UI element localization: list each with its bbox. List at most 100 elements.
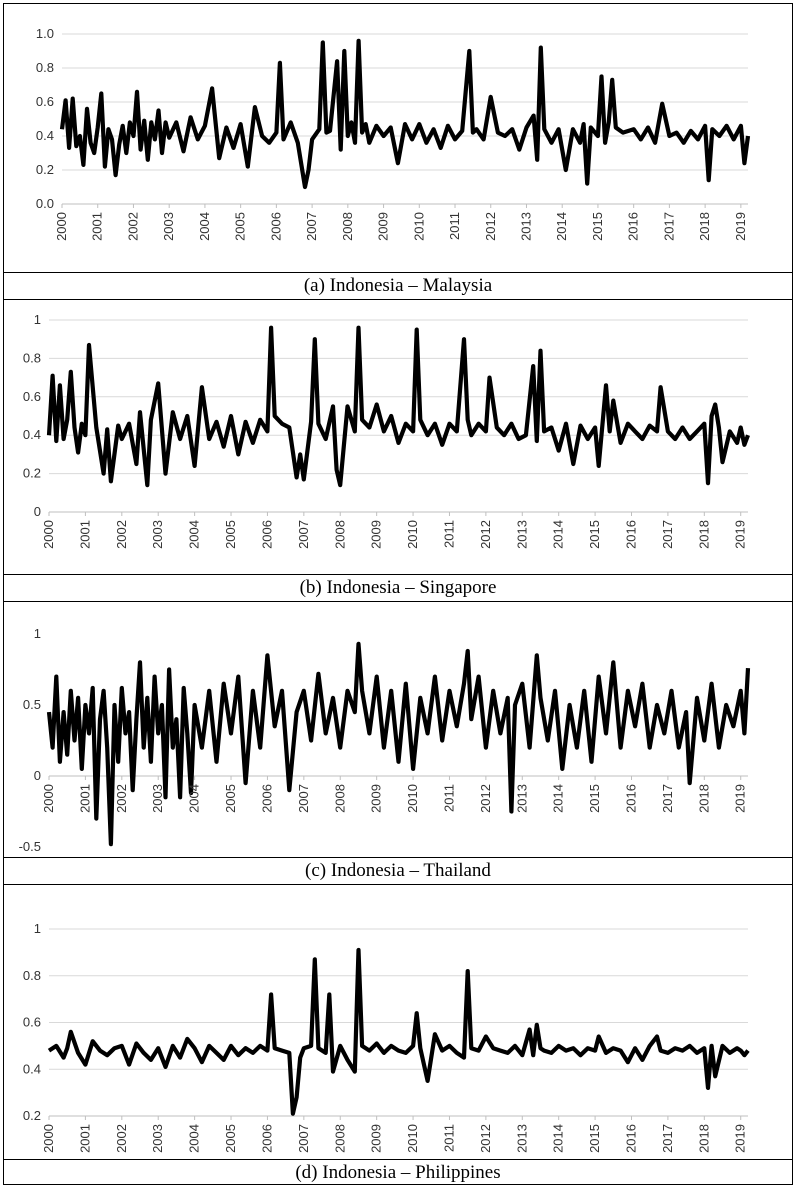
x-tick-label: 2019 bbox=[733, 212, 748, 241]
y-tick-label: 0.8 bbox=[23, 968, 41, 983]
x-tick-label: 2009 bbox=[369, 520, 384, 549]
x-tick-label: 2012 bbox=[478, 520, 493, 549]
y-tick-label: 0.6 bbox=[23, 1015, 41, 1030]
x-tick-label: 2019 bbox=[733, 784, 748, 813]
x-tick-label: 2006 bbox=[268, 212, 283, 241]
x-tick-label: 2012 bbox=[478, 784, 493, 813]
y-tick-label: 0.6 bbox=[23, 389, 41, 404]
x-tick-label: 2016 bbox=[624, 784, 639, 813]
panel-c: -0.5 0 0.5 1 2000 2001 2002 2003 2004 2005 2006 200… bbox=[4, 600, 792, 885]
chart-b: 0 0.2 0.4 0.6 0.8 1 2000 2001 2002 2003 2004 2005 20… bbox=[23, 312, 750, 549]
panel-b: 0 0.2 0.4 0.6 0.8 1 2000 2001 2002 2003 2004 2005 20… bbox=[4, 298, 792, 602]
x-tick-label: 2008 bbox=[332, 1124, 347, 1153]
x-tick-label: 2006 bbox=[259, 520, 274, 549]
x-tick-label: 2003 bbox=[150, 1124, 165, 1153]
x-tick-label: 2017 bbox=[660, 520, 675, 549]
y-tick-label: 0.2 bbox=[36, 162, 54, 177]
x-tick-label: 2014 bbox=[554, 212, 569, 241]
x-tick-label: 2016 bbox=[626, 212, 641, 241]
y-tick-label: 1 bbox=[34, 921, 41, 936]
x-tick-label: 2015 bbox=[587, 784, 602, 813]
x-tick-label: 2012 bbox=[478, 1124, 493, 1153]
x-tick-label: 2004 bbox=[187, 520, 202, 549]
x-tick-label: 2001 bbox=[77, 784, 92, 813]
figure: 0.0 0.2 0.4 0.6 0.8 1.0 2000 2001 2002 2003 2004 20… bbox=[3, 3, 793, 1185]
x-tick-label: 2014 bbox=[551, 520, 566, 549]
y-tick-label: 1.0 bbox=[36, 26, 54, 41]
x-tick-label: 2005 bbox=[223, 784, 238, 813]
x-tick-label: 2004 bbox=[197, 212, 212, 241]
x-tick-label: 2000 bbox=[41, 1124, 56, 1153]
x-tick-label: 2016 bbox=[624, 1124, 639, 1153]
series-line bbox=[46, 325, 750, 488]
x-tick-label: 2001 bbox=[77, 520, 92, 549]
x-tick-label: 2008 bbox=[332, 784, 347, 813]
x-tick-label: 2015 bbox=[587, 1124, 602, 1153]
x-tick-label: 2016 bbox=[624, 520, 639, 549]
x-tick-label: 2017 bbox=[661, 212, 676, 241]
y-tick-label: 0.4 bbox=[23, 427, 41, 442]
x-tick-label: 2010 bbox=[405, 520, 420, 549]
x-tick-label: 2018 bbox=[697, 212, 712, 241]
x-tick-label: 2018 bbox=[696, 784, 711, 813]
y-tick-label: 0.2 bbox=[23, 466, 41, 481]
y-tick-label: 0 bbox=[34, 768, 41, 783]
x-tick-label: 2010 bbox=[405, 1124, 420, 1153]
x-tick-label: 2001 bbox=[77, 1124, 92, 1153]
x-tick-label: 2002 bbox=[114, 520, 129, 549]
series-line bbox=[47, 947, 750, 1116]
x-tick-label: 2009 bbox=[369, 1124, 384, 1153]
x-tick-label: 2008 bbox=[340, 212, 355, 241]
y-tick-label: 0.4 bbox=[36, 128, 54, 143]
x-tick-label: 2006 bbox=[259, 784, 274, 813]
x-tick-label: 2002 bbox=[114, 784, 129, 813]
y-tick-label: 0.8 bbox=[23, 350, 41, 365]
chart-a: 0.0 0.2 0.4 0.6 0.8 1.0 2000 2001 2002 2003 2004 20… bbox=[36, 26, 751, 241]
series-line bbox=[59, 38, 751, 190]
x-tick-label: 2000 bbox=[41, 784, 56, 813]
x-tick-label: 2011 bbox=[441, 1124, 456, 1152]
x-tick-label: 2006 bbox=[259, 1124, 274, 1153]
y-tick-label: 1 bbox=[34, 626, 41, 641]
series-line bbox=[46, 641, 751, 847]
caption-d: (d) Indonesia – Philippines bbox=[4, 1159, 792, 1186]
x-tick-label: 2011 bbox=[447, 212, 462, 240]
x-tick-label: 2009 bbox=[369, 784, 384, 813]
x-tick-label: 2010 bbox=[405, 784, 420, 813]
x-tick-label: 2015 bbox=[587, 520, 602, 549]
x-tick-label: 2005 bbox=[223, 1124, 238, 1153]
x-tick-label: 2007 bbox=[296, 1124, 311, 1153]
caption-b: (b) Indonesia – Singapore bbox=[4, 574, 792, 602]
x-tick-label: 2012 bbox=[483, 212, 498, 241]
x-tick-label: 2004 bbox=[187, 1124, 202, 1153]
x-tick-label: 2003 bbox=[161, 212, 176, 241]
x-tick-label: 2019 bbox=[733, 1124, 748, 1153]
x-tick-label: 2002 bbox=[125, 212, 140, 241]
x-tick-label: 2011 bbox=[441, 520, 456, 548]
x-tick-label: 2013 bbox=[514, 520, 529, 549]
y-tick-label: 0.8 bbox=[36, 60, 54, 75]
x-tick-label: 2004 bbox=[187, 784, 202, 813]
y-tick-label: 0.6 bbox=[36, 94, 54, 109]
panel-d: 0.2 0.4 0.6 0.8 1 2000 2001 2002 2003 2004 2005 200… bbox=[4, 881, 792, 1186]
chart-d: 0.2 0.4 0.6 0.8 1 2000 2001 2002 2003 2004 2005 200… bbox=[23, 921, 750, 1153]
x-tick-label: 2013 bbox=[518, 212, 533, 241]
x-tick-label: 2010 bbox=[411, 212, 426, 241]
x-tick-label: 2011 bbox=[441, 784, 456, 812]
chart-c: -0.5 0 0.5 1 2000 2001 2002 2003 2004 2005 2006 200… bbox=[19, 626, 751, 854]
x-tick-label: 2007 bbox=[296, 520, 311, 549]
y-tick-label: 0.5 bbox=[23, 697, 41, 712]
x-tick-label: 2015 bbox=[590, 212, 605, 241]
caption-a: (a) Indonesia – Malaysia bbox=[4, 272, 792, 300]
y-tick-label: -0.5 bbox=[19, 839, 41, 854]
y-tick-label: 0.2 bbox=[23, 1108, 41, 1123]
x-tick-label: 2000 bbox=[54, 212, 69, 241]
x-tick-label: 2013 bbox=[514, 1124, 529, 1153]
x-tick-label: 2007 bbox=[296, 784, 311, 813]
x-tick-label: 2001 bbox=[90, 212, 105, 241]
x-tick-label: 2014 bbox=[551, 784, 566, 813]
panel-a: 0.0 0.2 0.4 0.6 0.8 1.0 2000 2001 2002 2003 2004 20… bbox=[4, 4, 792, 300]
y-tick-label: 0 bbox=[34, 504, 41, 519]
y-tick-label: 0.4 bbox=[23, 1061, 41, 1076]
x-tick-label: 2008 bbox=[332, 520, 347, 549]
